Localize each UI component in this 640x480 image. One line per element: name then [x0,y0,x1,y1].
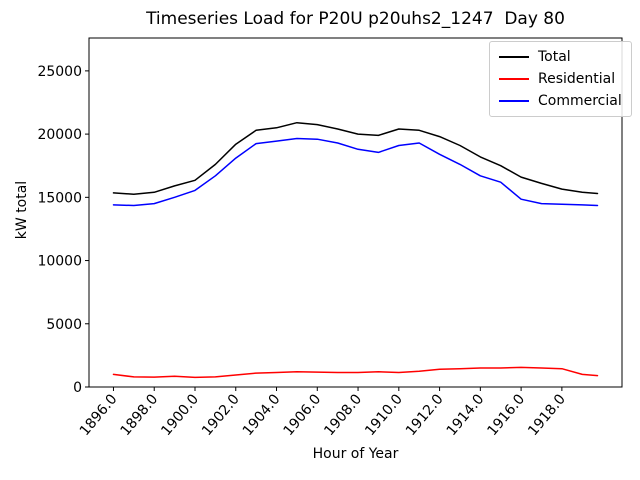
x-tick-label: 1908.0 [321,391,365,439]
series-line-total [112,121,599,195]
axes-spines [88,37,623,388]
y-tick-label: 10000 [37,254,82,270]
x-tick-label: 1914.0 [444,391,488,439]
x-tick-label: 1904.0 [240,391,284,439]
legend-line-swatch [499,78,529,80]
x-tick-label: 1906.0 [281,391,325,439]
x-tick-label: 1912.0 [403,391,447,439]
legend-label-total: Total [538,49,571,65]
y-tick-label: 20000 [37,127,82,143]
y-tick-label: 0 [73,380,82,396]
chart-title: Timeseries Load for P20U p20uhs2_1247 Da… [146,9,565,29]
legend-label-residential: Residential [538,71,616,87]
x-tick-label: 1918.0 [525,391,569,439]
legend-line-swatch [499,100,529,102]
legend-label-commercial: Commercial [538,93,622,109]
x-tick-label: 1916.0 [484,391,528,439]
x-tick-label: 1910.0 [362,391,406,439]
series-line-commercial [112,137,599,207]
x-axis-label: Hour of Year [312,446,399,462]
legend-line-swatch [499,56,529,58]
x-tick-label: 1898.0 [118,391,162,439]
y-tick-label: 15000 [37,190,82,206]
y-tick-label: 5000 [46,317,82,333]
legend: Total Residential Commercial [489,41,632,117]
legend-item-residential: Residential [499,71,622,87]
series-line-residential [112,366,599,379]
y-tick-label: 25000 [37,64,82,80]
x-tick-label: 1902.0 [199,391,243,439]
legend-item-total: Total [499,49,622,65]
legend-item-commercial: Commercial [499,93,622,109]
x-tick-label: 1896.0 [77,391,121,439]
x-tick-label: 1900.0 [158,391,202,439]
